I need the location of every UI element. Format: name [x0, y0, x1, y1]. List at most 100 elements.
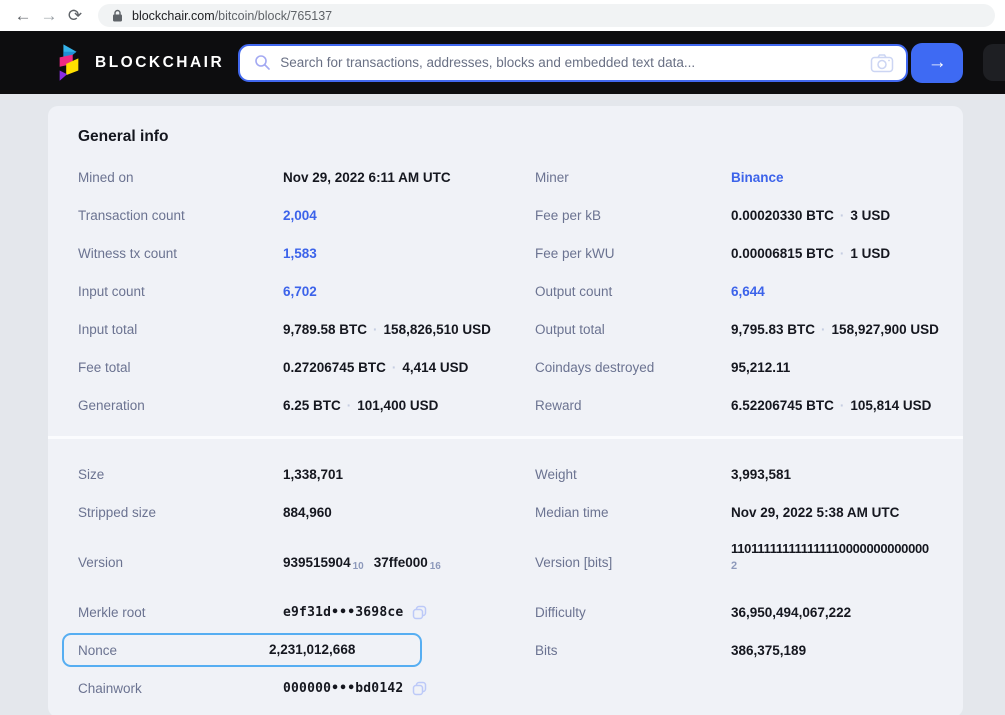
version-hex-base: 16	[429, 560, 441, 572]
fee-per-kb-label: Fee per kB	[535, 207, 602, 223]
mined-on-label: Mined on	[78, 169, 134, 185]
merkle-root-label: Merkle root	[78, 604, 146, 620]
search-submit-button[interactable]: →	[911, 42, 964, 83]
input-total-label: Input total	[78, 321, 138, 337]
site-header: BLOCKCHAIR →	[0, 31, 1005, 94]
url-domain: blockchair.com	[132, 8, 215, 23]
reward-label: Reward	[535, 397, 582, 413]
median-time-value: Nov 29, 2022 5:38 AM UTC	[731, 504, 900, 520]
browser-reload-button[interactable]: ⟳	[62, 3, 88, 29]
header-partial-button[interactable]	[983, 44, 1005, 81]
nonce-value: 2,231,012,668	[269, 642, 356, 657]
output-total-btc: 9,795.83 BTC	[731, 321, 816, 337]
search-input[interactable]	[280, 55, 869, 70]
dot-separator: ·	[346, 397, 352, 413]
nonce-label: Nonce	[78, 642, 118, 658]
stripped-size-value: 884,960	[283, 504, 332, 520]
fee-total-label: Fee total	[78, 359, 131, 375]
transaction-count-label: Transaction count	[78, 207, 185, 223]
bits-value: 386,375,189	[731, 642, 807, 658]
fee-total-btc: 0.27206745 BTC	[283, 359, 386, 375]
dot-separator: ·	[839, 207, 845, 223]
chainwork-value: 000000•••bd0142	[283, 680, 404, 696]
witness-tx-count-link[interactable]: 1,583	[283, 245, 317, 261]
difficulty-label: Difficulty	[535, 604, 586, 620]
dot-separator: ·	[391, 359, 397, 375]
copy-icon	[413, 605, 427, 619]
output-count-label: Output count	[535, 283, 613, 299]
weight-label: Weight	[535, 466, 577, 482]
reward-btc: 6.52206745 BTC	[731, 397, 834, 413]
merkle-root-value: e9f31d•••3698ce	[283, 604, 404, 620]
version-label: Version	[78, 554, 124, 570]
camera-icon	[870, 53, 894, 72]
general-info-section: General info Mined on Nov 29, 2022 6:11 …	[48, 106, 963, 436]
fee-per-kb-btc: 0.00020330 BTC	[731, 207, 834, 223]
chainwork-label: Chainwork	[78, 680, 142, 696]
blockchair-logo[interactable]: BLOCKCHAIR	[55, 43, 225, 82]
browser-toolbar: ← → ⟳ blockchair.com/bitcoin/block/76513…	[0, 0, 1005, 31]
miner-link[interactable]: Binance	[731, 169, 784, 185]
stripped-size-label: Stripped size	[78, 504, 157, 520]
block-info-card: General info Mined on Nov 29, 2022 6:11 …	[48, 106, 963, 715]
coindays-destroyed-value: 95,212.11	[731, 359, 791, 375]
dot-separator: ·	[373, 321, 378, 337]
version-bits-value: 110111111111111110000000000000	[731, 541, 929, 556]
nonce-highlight: Nonce 2,231,012,668	[62, 633, 422, 667]
input-total-btc: 9,789.58 BTC	[283, 321, 368, 337]
version-bits-label: Version [bits]	[535, 554, 613, 570]
generation-usd: 101,400 USD	[357, 397, 439, 413]
coindays-destroyed-label: Coindays destroyed	[535, 359, 655, 375]
browser-forward-button[interactable]: →	[36, 3, 62, 29]
browser-back-button[interactable]: ←	[10, 3, 36, 29]
size-value: 1,338,701	[283, 466, 344, 482]
blockchair-logo-icon	[59, 43, 79, 81]
search-icon	[255, 55, 270, 70]
generation-btc: 6.25 BTC	[283, 397, 341, 413]
lock-icon	[113, 9, 122, 22]
search-form: →	[238, 42, 964, 83]
general-info-grid: Mined on Nov 29, 2022 6:11 AM UTC Miner …	[78, 158, 951, 424]
fee-total-usd: 4,414 USD	[402, 359, 469, 375]
page-background: General info Mined on Nov 29, 2022 6:11 …	[0, 94, 1005, 715]
dot-separator: ·	[839, 245, 845, 261]
version-decimal: 939515904	[283, 554, 351, 570]
fee-per-kwu-btc: 0.00006815 BTC	[731, 245, 834, 261]
size-label: Size	[78, 466, 105, 482]
dot-separator: ·	[839, 397, 845, 413]
address-bar[interactable]: blockchair.com/bitcoin/block/765137	[98, 4, 995, 27]
reward-usd: 105,814 USD	[850, 397, 932, 413]
witness-tx-count-label: Witness tx count	[78, 245, 178, 261]
input-total-usd: 158,826,510 USD	[383, 321, 491, 337]
output-total-usd: 158,927,900 USD	[831, 321, 939, 337]
fee-per-kb-usd: 3 USD	[850, 207, 891, 223]
url-path: /bitcoin/block/765137	[214, 8, 333, 23]
search-box	[238, 43, 909, 82]
bits-label: Bits	[535, 642, 558, 658]
miner-label: Miner	[535, 169, 569, 185]
technical-details-grid: Size 1,338,701 Weight 3,993,581 Stripped…	[62, 455, 951, 707]
median-time-label: Median time	[535, 504, 609, 520]
copy-icon	[413, 681, 427, 695]
mined-on-value: Nov 29, 2022 6:11 AM UTC	[283, 169, 451, 185]
output-total-label: Output total	[535, 321, 605, 337]
merkle-root-copy-button[interactable]	[411, 604, 428, 621]
output-count-link[interactable]: 6,644	[731, 283, 765, 299]
section-title: General info	[78, 128, 169, 145]
version-hex: 37ffe000	[373, 554, 428, 570]
brand-text: BLOCKCHAIR	[95, 53, 225, 71]
version-bits-base: 2	[731, 560, 738, 572]
input-count-link[interactable]: 6,702	[283, 283, 317, 299]
technical-details-section: Size 1,338,701 Weight 3,993,581 Stripped…	[48, 436, 963, 715]
fee-per-kwu-label: Fee per kWU	[535, 245, 615, 261]
chainwork-copy-button[interactable]	[411, 680, 428, 697]
weight-value: 3,993,581	[731, 466, 792, 482]
input-count-label: Input count	[78, 283, 145, 299]
fee-per-kwu-usd: 1 USD	[850, 245, 891, 261]
difficulty-value: 36,950,494,067,222	[731, 604, 852, 620]
generation-label: Generation	[78, 397, 145, 413]
dot-separator: ·	[821, 321, 826, 337]
transaction-count-link[interactable]: 2,004	[283, 207, 317, 223]
version-decimal-base: 10	[352, 560, 364, 572]
camera-scan-button[interactable]	[868, 51, 896, 75]
